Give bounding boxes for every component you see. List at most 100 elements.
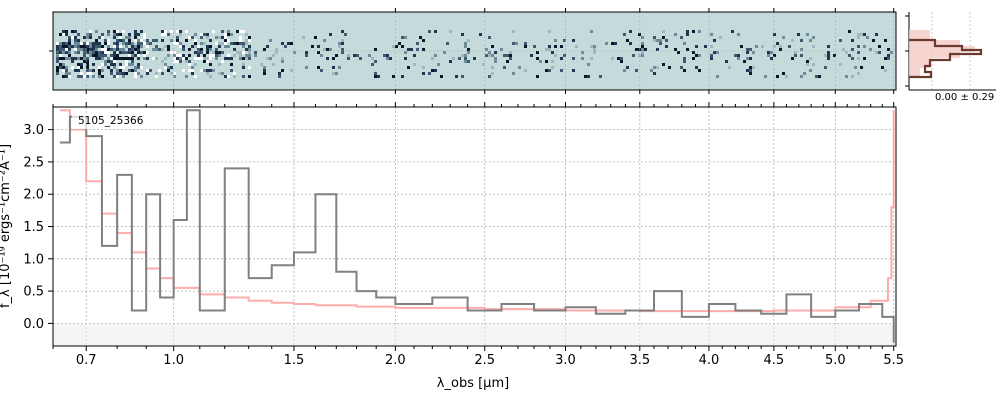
spectrum-2d-pixel xyxy=(170,39,173,42)
spectrum-2d-pixel xyxy=(56,60,59,63)
spectrum-2d-pixel xyxy=(248,54,251,57)
spectrum-2d-pixel xyxy=(464,42,467,45)
spectrum-2d-pixel xyxy=(128,57,131,60)
spectrum-2d-pixel xyxy=(125,36,128,39)
spectrum-2d-pixel xyxy=(86,63,89,66)
spectrum-2d-pixel xyxy=(80,75,83,78)
spectrum-2d-pixel xyxy=(659,42,662,45)
spectrum-2d-pixel xyxy=(737,54,740,57)
spectrum-2d-pixel xyxy=(152,48,155,51)
spectrum-2d-pixel xyxy=(119,66,122,69)
spectrum-2d-pixel xyxy=(713,39,716,42)
spectrum-2d-pixel xyxy=(86,75,89,78)
spectrum-2d-pixel xyxy=(644,48,647,51)
spectrum-2d-pixel xyxy=(86,66,89,69)
spectrum-2d-pixel xyxy=(320,69,323,72)
spectrum-2d-pixel xyxy=(170,51,173,54)
spectrum-2d-pixel xyxy=(662,63,665,66)
spectrum-2d-pixel xyxy=(200,69,203,72)
spectrum-2d-pixel xyxy=(236,51,239,54)
histogram-ticks xyxy=(905,15,909,87)
spectrum-2d-pixel xyxy=(194,57,197,60)
spectrum-2d-pixel xyxy=(278,72,281,75)
spectrum-2d-pixel xyxy=(68,36,71,39)
spectrum-2d-pixel xyxy=(116,45,119,48)
spectrum-2d-pixel xyxy=(137,63,140,66)
spectrum-2d-pixel xyxy=(641,42,644,45)
spectrum-2d-pixel xyxy=(122,75,125,78)
x-tick-label: 4.0 xyxy=(699,353,720,368)
spectrum-2d-pixel xyxy=(851,39,854,42)
spectrum-2d-pixel xyxy=(281,69,284,72)
spectrum-2d-pixel xyxy=(149,69,152,72)
spectrum-2d-pixel xyxy=(137,48,140,51)
spectrum-2d-pixel xyxy=(74,39,77,42)
spectrum-2d-pixel xyxy=(206,45,209,48)
spectrum-2d-pixel xyxy=(176,42,179,45)
spectrum-2d-pixel xyxy=(512,72,515,75)
spectrum-2d-pixel xyxy=(857,72,860,75)
spectrum-2d-pixel xyxy=(332,66,335,69)
spectrum-2d-pixel xyxy=(56,51,59,54)
histogram-data-line xyxy=(909,38,983,79)
spectrum-2d-pixel xyxy=(122,51,125,54)
spectrum-2d-pixel xyxy=(317,66,320,69)
spectrum-2d-pixel xyxy=(770,51,773,54)
spectrum-2d-pixel xyxy=(221,72,224,75)
spectrum-2d-pixel xyxy=(242,57,245,60)
spectrum-2d-pixel xyxy=(110,60,113,63)
spectrum-2d-pixel xyxy=(224,39,227,42)
spectrum-2d-pixel xyxy=(197,48,200,51)
spectrum-2d-pixel xyxy=(839,63,842,66)
flux-spectrum-line xyxy=(59,109,895,343)
spectrum-2d-pixel xyxy=(62,63,65,66)
spectrum-2d-pixel xyxy=(98,36,101,39)
spectrum-1d-panel: 0.7 1.0 1.5 2.0 2.5 3.0 3.5 4.0 4.5 5.0 5.5 0.0 0.5 1… xyxy=(0,102,904,391)
spectrum-2d-pixel xyxy=(587,75,590,78)
spectrum-2d-pixel xyxy=(89,48,92,51)
spectrum-2d-pixel xyxy=(185,57,188,60)
spectrum-2d-pixel xyxy=(59,66,62,69)
spectrum-2d-pixel xyxy=(446,42,449,45)
spectrum-2d-pixel xyxy=(77,48,80,51)
spectrum-2d-pixel xyxy=(398,42,401,45)
spectrum-2d-pixel xyxy=(92,51,95,54)
spectrum-2d-pixel xyxy=(86,36,89,39)
spectrum-2d-pixel xyxy=(173,72,176,75)
spectrum-2d-pixel xyxy=(98,72,101,75)
spectrum-2d-pixel xyxy=(245,48,248,51)
spectrum-2d-pixel xyxy=(242,63,245,66)
spectrum-2d-pixel xyxy=(77,63,80,66)
spectrum-2d-pixel xyxy=(356,54,359,57)
spectrum-2d-pixel xyxy=(518,66,521,69)
spectrum-2d-pixel xyxy=(467,51,470,54)
spectrum-2d-pixel xyxy=(482,63,485,66)
spectrum-2d-pixel xyxy=(512,42,515,45)
spectrum-2d-pixel xyxy=(512,30,515,33)
spectrum-2d-pixel xyxy=(200,51,203,54)
spectrum-2d-pixel xyxy=(812,45,815,48)
spectrum-2d-pixel xyxy=(329,33,332,36)
spectrum-2d-pixel xyxy=(173,75,176,78)
spectrum-2d-pixel xyxy=(125,72,128,75)
spectrum-2d-pixel xyxy=(317,45,320,48)
spectrum-2d-pixel xyxy=(191,69,194,72)
spectrum-2d-pixel xyxy=(509,54,512,57)
spectrum-2d-pixel xyxy=(182,48,185,51)
spectrum-2d-pixel xyxy=(710,57,713,60)
spectrum-2d-pixel xyxy=(806,33,809,36)
spectrum-2d-pixel xyxy=(590,30,593,33)
spectrum-2d-pixel xyxy=(80,42,83,45)
spectrum-2d-pixel xyxy=(131,57,134,60)
spectrum-2d-pixel xyxy=(203,57,206,60)
spectrum-2d-pixel xyxy=(809,57,812,60)
spectrum-2d-pixel xyxy=(395,45,398,48)
spectrum-2d-pixel xyxy=(587,63,590,66)
spectrum-2d-pixel xyxy=(305,66,308,69)
spectrum-2d-pixel xyxy=(59,54,62,57)
spectrum-2d-pixel xyxy=(125,51,128,54)
spectrum-2d-pixel xyxy=(623,69,626,72)
spectrum-1d-frame xyxy=(52,106,897,347)
spectrum-2d-pixel xyxy=(338,45,341,48)
spectrum-2d-pixel xyxy=(551,51,554,54)
